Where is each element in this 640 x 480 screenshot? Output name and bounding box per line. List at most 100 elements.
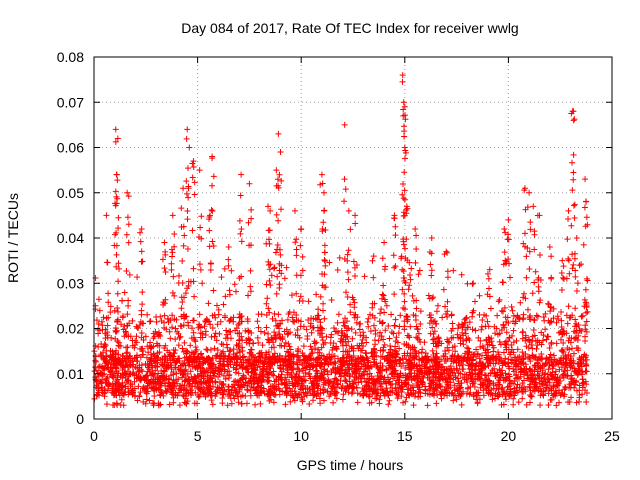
data-point — [358, 363, 365, 370]
data-point — [448, 335, 455, 342]
data-point — [463, 390, 470, 397]
data-point — [348, 344, 355, 351]
data-point — [209, 238, 216, 245]
data-point — [448, 312, 455, 319]
data-point — [522, 351, 529, 358]
data-point — [130, 369, 137, 376]
data-point — [535, 288, 542, 295]
data-point — [546, 344, 553, 351]
data-point — [104, 259, 111, 266]
data-point — [479, 316, 486, 323]
data-point — [570, 202, 577, 209]
data-point — [335, 329, 342, 336]
data-point — [434, 353, 441, 360]
data-point — [208, 375, 215, 382]
data-point — [459, 337, 466, 344]
data-point — [124, 322, 131, 329]
data-point — [144, 311, 151, 318]
data-point — [119, 353, 126, 360]
data-point — [247, 288, 254, 295]
data-point — [456, 385, 463, 392]
data-point — [296, 334, 303, 341]
data-point — [445, 347, 452, 354]
data-point — [527, 399, 534, 406]
data-point — [399, 78, 406, 85]
data-point — [542, 326, 549, 333]
data-point — [196, 233, 203, 240]
data-point — [197, 329, 204, 336]
data-point — [357, 320, 364, 327]
data-point — [185, 322, 192, 329]
data-point — [264, 378, 271, 385]
data-point — [499, 391, 506, 398]
data-point — [570, 350, 577, 357]
data-point — [320, 307, 327, 314]
data-point — [317, 363, 324, 370]
data-point — [501, 304, 508, 311]
data-point — [333, 395, 340, 402]
data-point — [417, 339, 424, 346]
data-point — [506, 377, 513, 384]
data-point — [247, 375, 254, 382]
data-point — [291, 397, 298, 404]
data-point — [235, 399, 242, 406]
data-point — [319, 334, 326, 341]
data-point — [535, 368, 542, 375]
data-point — [196, 321, 203, 328]
data-point — [177, 333, 184, 340]
data-point — [331, 324, 338, 331]
data-point — [438, 395, 445, 402]
data-point — [270, 344, 277, 351]
data-point — [542, 310, 549, 317]
data-point — [406, 352, 413, 359]
data-point — [456, 357, 463, 364]
data-point — [504, 236, 511, 243]
data-point — [113, 400, 120, 407]
data-point — [261, 329, 268, 336]
data-point — [161, 368, 168, 375]
data-point — [494, 312, 501, 319]
data-point — [185, 381, 192, 388]
data-point — [176, 358, 183, 365]
data-point — [236, 384, 243, 391]
data-point — [300, 343, 307, 350]
data-point — [395, 329, 402, 336]
data-point — [274, 273, 281, 280]
data-point — [428, 267, 435, 274]
data-point — [292, 331, 299, 338]
data-point — [345, 247, 352, 254]
data-point — [380, 348, 387, 355]
data-point — [343, 289, 350, 296]
data-point — [345, 207, 352, 214]
data-point — [378, 306, 385, 313]
data-point — [345, 389, 352, 396]
data-point — [536, 299, 543, 306]
data-point — [350, 345, 357, 352]
data-point — [133, 374, 140, 381]
data-point — [170, 368, 177, 375]
data-point — [462, 330, 469, 337]
data-point — [571, 384, 578, 391]
data-point — [266, 370, 273, 377]
data-point — [552, 392, 559, 399]
data-point — [523, 401, 530, 408]
data-point — [431, 328, 438, 335]
data-point — [570, 108, 577, 115]
data-point — [214, 352, 221, 359]
data-point — [309, 379, 316, 386]
data-point — [265, 388, 272, 395]
data-point — [335, 311, 342, 318]
data-point — [321, 379, 328, 386]
data-point — [205, 382, 212, 389]
data-point — [223, 327, 230, 334]
data-point — [521, 290, 528, 297]
data-point — [358, 355, 365, 362]
data-point — [308, 346, 315, 353]
data-point — [104, 374, 111, 381]
data-point — [115, 308, 122, 315]
data-point — [407, 350, 414, 357]
data-point — [576, 262, 583, 269]
data-point — [324, 388, 331, 395]
data-point — [386, 397, 393, 404]
data-point — [333, 328, 340, 335]
